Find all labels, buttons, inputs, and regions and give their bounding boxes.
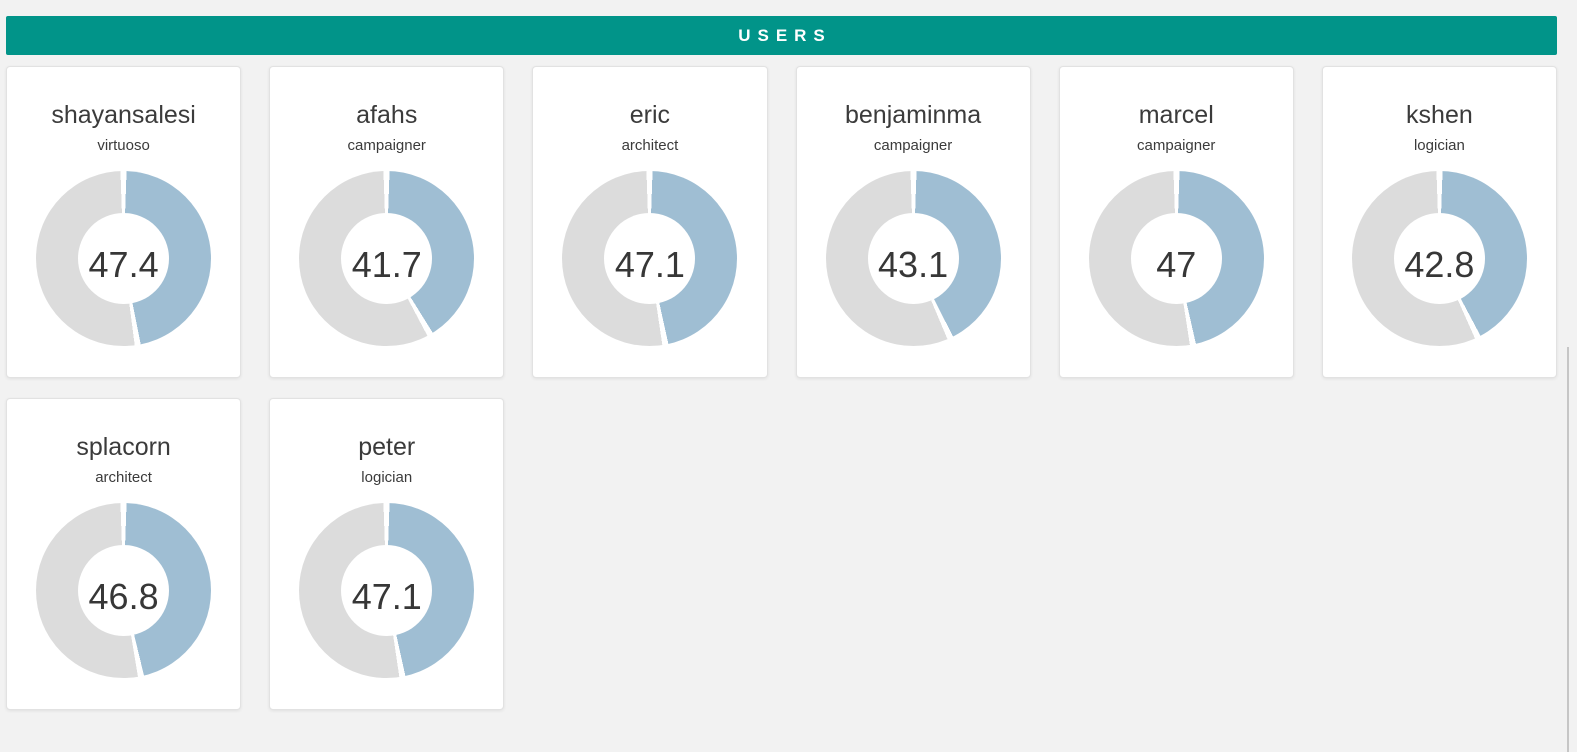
score-donut-chart: 47.1	[299, 502, 475, 678]
user-role: campaigner	[1137, 136, 1216, 154]
score-value: 47.1	[351, 576, 422, 618]
users-page: USERS shayansalesi virtuoso 47.4 afahs c…	[6, 16, 1557, 710]
user-card[interactable]: shayansalesi virtuoso 47.4	[6, 66, 242, 378]
score-value: 46.8	[88, 576, 159, 618]
score-donut-chart: 43.1	[825, 170, 1001, 346]
score-value: 43.1	[878, 244, 949, 286]
username: afahs	[356, 101, 418, 129]
page-title: USERS	[738, 25, 832, 45]
vertical-scrollbar[interactable]	[1567, 347, 1569, 752]
username: eric	[629, 101, 671, 129]
user-role: logician	[1413, 136, 1465, 154]
username: kshen	[1406, 101, 1473, 129]
score-value: 47.1	[614, 244, 685, 286]
username: shayansalesi	[51, 101, 196, 129]
username: splacorn	[76, 433, 171, 461]
user-role: architect	[621, 136, 679, 154]
users-header-bar: USERS	[6, 16, 1557, 55]
score-value: 47	[1156, 244, 1197, 286]
username: benjaminma	[844, 101, 982, 129]
score-donut-chart: 41.7	[299, 170, 475, 346]
user-card[interactable]: splacorn architect 46.8	[6, 398, 242, 710]
user-role: campaigner	[347, 136, 426, 154]
user-role: architect	[95, 468, 152, 486]
user-role: virtuoso	[97, 136, 150, 154]
user-role: logician	[361, 468, 413, 486]
score-donut-chart: 47.1	[562, 170, 738, 346]
user-card[interactable]: peter logician 47.1	[269, 398, 505, 710]
user-card[interactable]: benjaminma campaigner 43.1	[795, 66, 1031, 378]
user-card[interactable]: marcel campaigner 47	[1058, 66, 1294, 378]
score-value: 42.8	[1404, 244, 1475, 286]
user-card[interactable]: eric architect 47.1	[532, 66, 768, 378]
user-card[interactable]: afahs campaigner 41.7	[269, 66, 505, 378]
username: peter	[358, 433, 416, 461]
user-card[interactable]: kshen logician 42.8	[1321, 66, 1557, 378]
score-donut-chart: 46.8	[36, 502, 212, 678]
username: marcel	[1138, 101, 1214, 129]
user-role: campaigner	[873, 136, 953, 154]
score-donut-chart: 47.4	[36, 170, 212, 346]
score-value: 47.4	[88, 244, 159, 286]
users-grid: shayansalesi virtuoso 47.4 afahs campaig…	[6, 66, 1557, 710]
score-donut-chart: 47	[1088, 170, 1264, 346]
score-value: 41.7	[351, 244, 422, 286]
score-donut-chart: 42.8	[1351, 170, 1527, 346]
